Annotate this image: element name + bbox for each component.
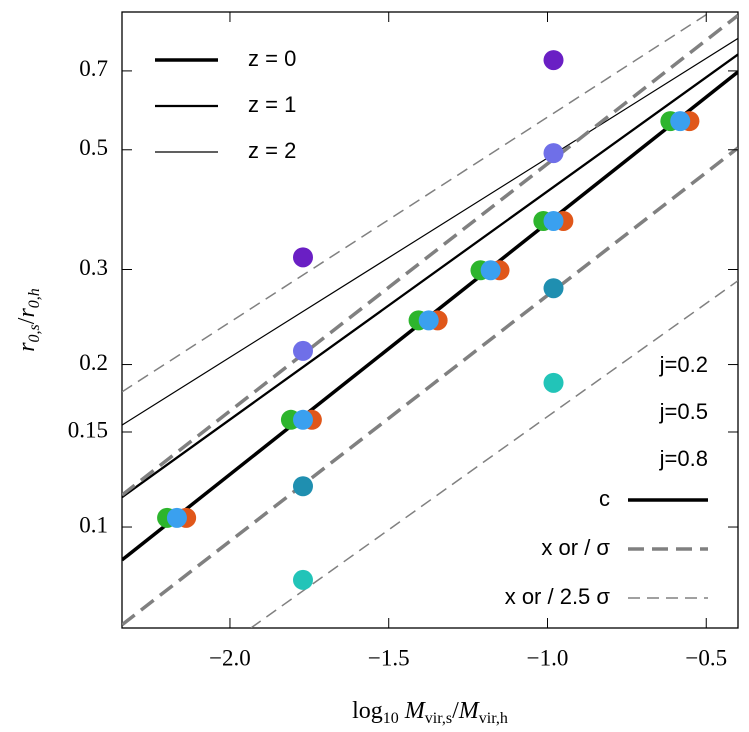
legend-label: j=0.5 [659,399,708,424]
label-part: r [14,308,40,318]
line [250,280,738,628]
label-subscript: 10 [383,710,399,727]
legend-label: j=0.2 [659,352,708,377]
label-part: / [14,317,40,324]
point-layer [157,50,700,590]
point [543,143,564,164]
point [292,409,313,430]
point [166,507,187,528]
label-part: / [452,698,459,724]
x-tick-label: −1.0 [527,645,569,670]
x-label: log10​ Mvir,s​/Mvir,h​ [352,698,508,727]
label-part: M [399,698,427,724]
legend-label: j=0.8 [659,446,708,471]
point [543,50,564,71]
line [122,53,738,499]
x-tick-label: −0.5 [685,645,727,670]
y-tick-label: 0.5 [79,135,108,160]
line [122,146,738,627]
point [543,278,564,299]
line [122,12,711,393]
label-subscript: 0,h [26,288,43,308]
plot-frame [121,11,739,629]
legend-label: z = 2 [248,138,296,163]
y-tick-label: 0.2 [79,350,108,375]
point [543,372,564,393]
point [670,111,691,132]
x-tick-label: −2.0 [209,645,251,670]
y-tick-label: 0.7 [79,56,108,81]
label-subscript: vir,h [479,710,508,727]
legend-label: x or / σ [541,535,610,560]
point [480,260,501,281]
point [292,247,313,268]
point [418,310,439,331]
x-tick-label: −1.5 [368,645,410,670]
y-label: r0,s​/r0,h​ [14,288,43,352]
legend-label: z = 0 [248,46,296,71]
y-tick-label: 0.1 [79,512,108,537]
y-tick-label: 0.3 [79,255,108,280]
label-subscript: vir,s [425,710,452,727]
point [543,210,564,231]
legend-label: c [599,486,610,511]
point [292,569,313,590]
line [122,37,738,426]
line [122,14,738,497]
legend-label: z = 1 [248,92,296,117]
y-tick-label: 0.15 [68,417,108,442]
point [292,340,313,361]
point [292,476,313,497]
label-subscript: 0,s [26,324,43,342]
legend-label: x or / 2.5 σ [505,584,611,609]
label-part: log [352,698,383,724]
label-part: r [14,342,40,352]
label-part: M [458,698,481,724]
